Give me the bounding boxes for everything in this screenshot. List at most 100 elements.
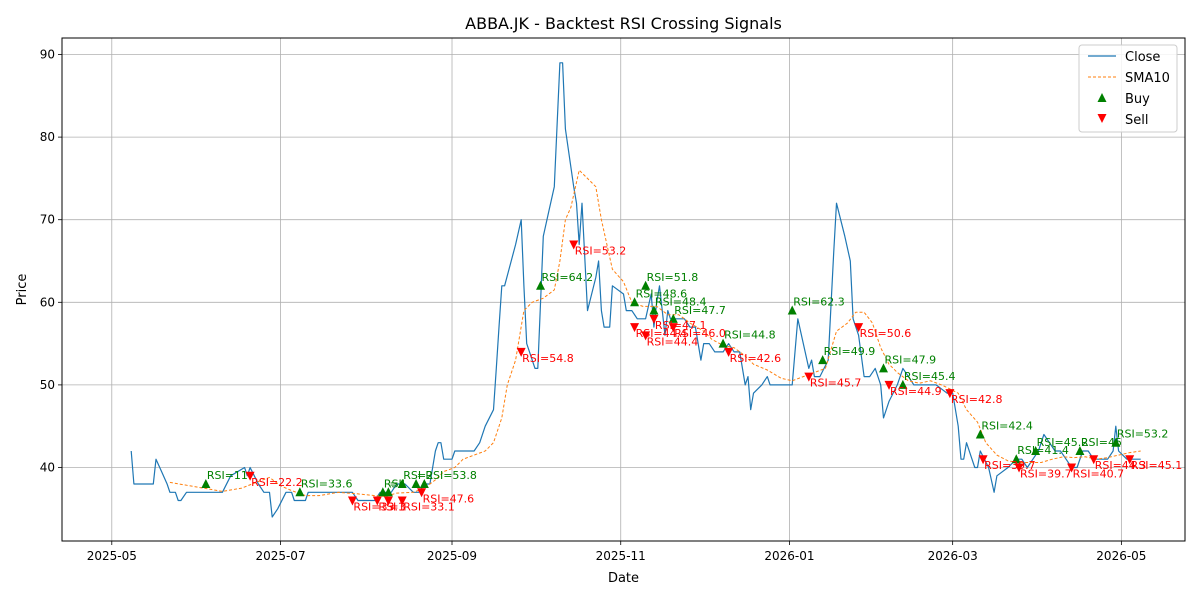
buy-signal-marker xyxy=(668,313,678,323)
sell-signal-label: RSI=44.3 xyxy=(1095,459,1147,472)
x-tick-label: 2026-03 xyxy=(928,549,978,563)
sell-signal-label: RSI=33.1 xyxy=(353,501,405,514)
buy-signal-marker xyxy=(201,479,211,489)
buy-signal-label: RSI=41.4 xyxy=(1017,444,1069,457)
legend-label-buy: Buy xyxy=(1125,92,1150,107)
buy-signal-marker xyxy=(295,487,305,497)
sell-signal-marker xyxy=(804,372,814,382)
sell-signal-label: RSI=47.1 xyxy=(655,319,707,332)
sell-signal-label: RSI=42.6 xyxy=(730,352,782,365)
buy-signal-label: RSI=33.6 xyxy=(301,477,353,490)
buy-signal-label: RSI=48.4 xyxy=(655,296,707,309)
sell-signal-marker xyxy=(945,389,955,399)
sell-signal-label: RSI=44.4 xyxy=(636,327,688,340)
legend-label-close: Close xyxy=(1125,50,1160,65)
sell-signal-label: RSI=40.7 xyxy=(1073,467,1125,480)
plot-frame xyxy=(61,37,1186,542)
sell-signal-label: RSI=44.9 xyxy=(890,385,942,398)
legend: Close SMA10 Buy Sell xyxy=(1078,44,1178,133)
buy-signal-label: RSI=53.2 xyxy=(1117,428,1169,441)
buy-signal-label: RSI=47.7 xyxy=(674,304,726,317)
sell-signal-label: RSI=39.7 xyxy=(1020,467,1072,480)
buy-signal-marker xyxy=(383,487,393,497)
buy-signal-marker xyxy=(397,479,407,489)
buy-signal-label: RSI=64.2 xyxy=(542,271,594,284)
buy-signal-label: RSI=44.8 xyxy=(724,329,776,342)
sell-signal-marker xyxy=(630,323,640,333)
sell-signal-label: RSI=33.1 xyxy=(403,501,455,514)
sell-signal-marker xyxy=(417,488,427,498)
y-axis-label: Price xyxy=(15,274,30,306)
sell-signal-label: RSI=45.1 xyxy=(1131,459,1183,472)
buy-signal-label: RSI=62.3 xyxy=(793,296,845,309)
sell-signal-marker xyxy=(1067,463,1077,473)
buy-signal-marker xyxy=(411,479,421,489)
buy-signal-marker xyxy=(975,429,985,439)
buy-signal-marker xyxy=(630,297,640,307)
legend-label-sma10: SMA10 xyxy=(1125,71,1170,86)
buy-signal-label: RSI=47.9 xyxy=(885,353,937,366)
buy-signal-marker xyxy=(536,280,546,290)
buy-signal-marker xyxy=(898,379,908,389)
sell-signal-label: RSI=47.6 xyxy=(423,492,475,505)
sell-signal-label: RSI=54.8 xyxy=(522,352,574,365)
sell-signal-marker xyxy=(245,471,255,481)
buy-signal-marker xyxy=(1031,445,1041,455)
legend-label-sell: Sell xyxy=(1125,113,1148,128)
sell-signal-marker xyxy=(1089,455,1099,465)
buy-signal-label: RSI xyxy=(384,477,402,490)
sma10-line xyxy=(169,169,1141,497)
sell-signal-label: RSI=53.2 xyxy=(575,244,627,257)
sell-signal-marker xyxy=(372,496,382,506)
buy-signal-label: RSI=51.8 xyxy=(647,271,699,284)
close-price-line xyxy=(130,62,1141,518)
y-tick-label: 70 xyxy=(40,213,55,227)
x-tick-label: 2025-09 xyxy=(427,549,477,563)
y-tick-label: 90 xyxy=(40,48,55,62)
grid-layer xyxy=(62,38,1185,541)
buy-signal-marker xyxy=(718,338,728,348)
buy-signal-label: RSI=48.6 xyxy=(636,287,688,300)
sell-signal-marker xyxy=(383,496,393,506)
sell-signal-marker xyxy=(1014,463,1024,473)
y-tick-label: 50 xyxy=(40,378,55,392)
buy-signal-label: RSI=53.8 xyxy=(425,469,477,482)
buy-signal-label: RSI=45 xyxy=(1081,436,1122,449)
sell-signal-label: RSI=22.2 xyxy=(251,476,303,489)
legend-box xyxy=(1078,44,1178,133)
y-tick-label: 40 xyxy=(40,460,55,474)
x-tick-label: 2025-11 xyxy=(596,549,646,563)
buy-signal-marker xyxy=(649,305,659,315)
sell-signal-label: RSI=44.4 xyxy=(647,335,699,348)
x-tick-label: 2025-05 xyxy=(87,549,137,563)
buy-signal-label: RSI xyxy=(403,469,421,482)
buy-signal-marker xyxy=(818,355,828,365)
sell-signal-marker xyxy=(884,380,894,390)
buy-signal-label: RSI=45.2 xyxy=(1037,436,1089,449)
x-tick-label: 2026-05 xyxy=(1096,549,1146,563)
sell-signal-marker xyxy=(516,347,526,357)
buy-signal-label: =2 xyxy=(417,469,433,482)
sell-signal-label: RSI=42.8 xyxy=(951,393,1003,406)
buy-signal-marker xyxy=(1075,445,1085,455)
sell-signal-marker xyxy=(1125,455,1135,465)
series-layer xyxy=(130,62,1141,518)
sell-signal-marker xyxy=(724,347,734,357)
sell-signal-marker xyxy=(397,496,407,506)
sell-signal-label: RSI xyxy=(378,501,396,514)
buy-signal-label: RSI=49.9 xyxy=(824,345,876,358)
legend-swatch-buy xyxy=(1097,93,1107,102)
sell-signal-marker xyxy=(347,496,357,506)
sell-signal-label: RSI=45.7 xyxy=(810,377,862,390)
axes-layer: 2025-05 2025-07 2025-09 2025-11 2026-01 2026-… xyxy=(40,48,1147,563)
buy-signal-label: RSI=11 xyxy=(207,469,248,482)
x-tick-label: 2026-01 xyxy=(764,549,814,563)
sell-signal-marker xyxy=(569,240,579,250)
sell-signal-marker xyxy=(641,331,651,341)
sell-signal-marker xyxy=(668,323,678,333)
buy-signal-label: RSI=42.4 xyxy=(981,419,1033,432)
sell-signal-marker xyxy=(649,314,659,324)
